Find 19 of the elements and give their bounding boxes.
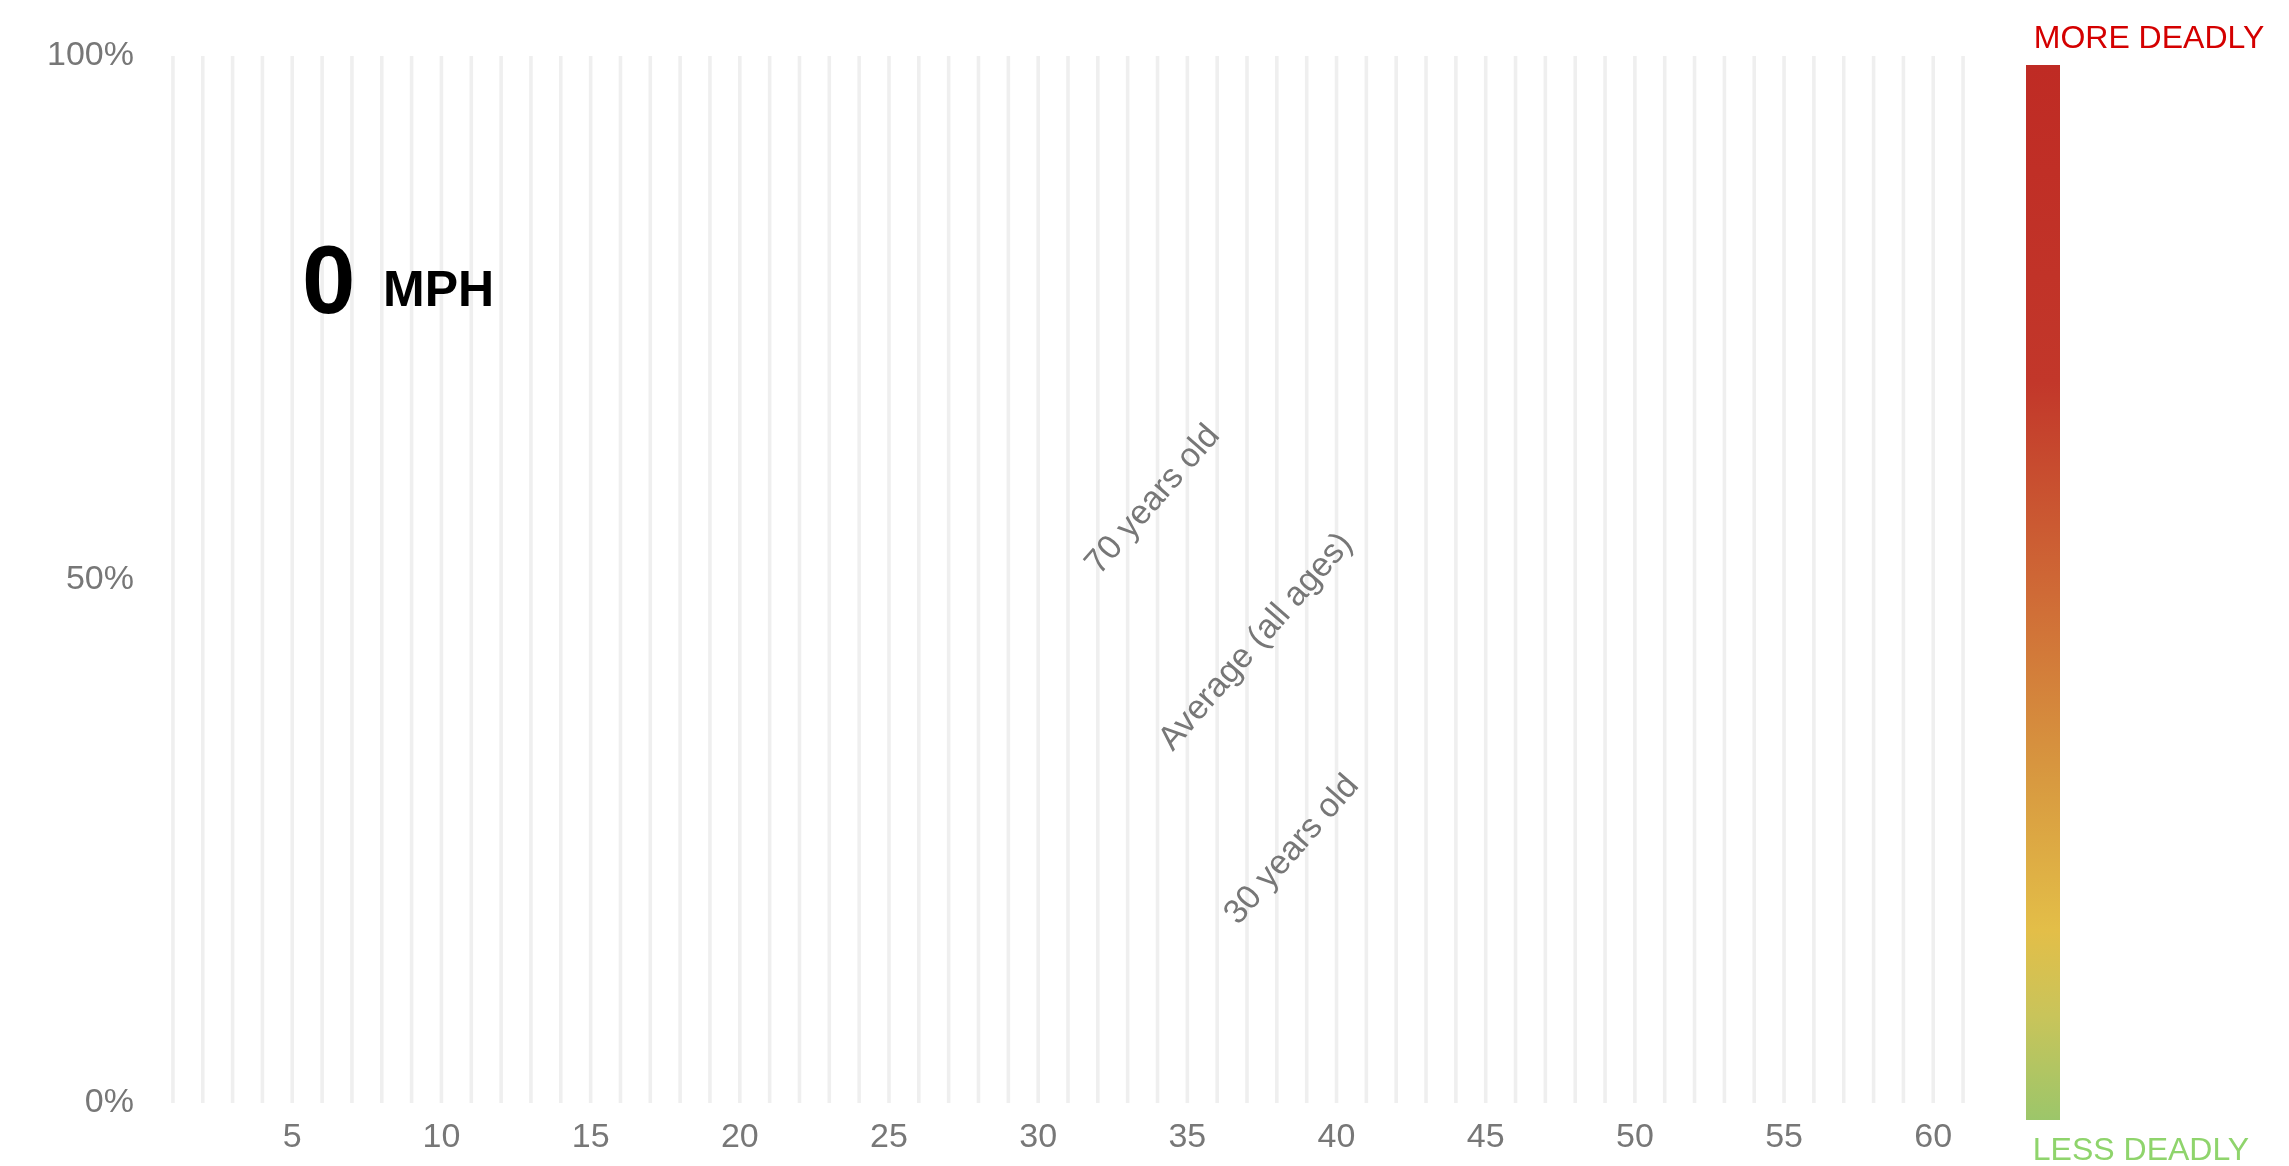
y-tick-label: 0%: [84, 1081, 134, 1120]
x-tick-label: 20: [720, 1115, 759, 1154]
y-tick-label: 50%: [65, 557, 134, 596]
annotation: MPH: [383, 261, 495, 317]
annotation: 0: [302, 226, 356, 333]
x-tick-label: 50: [1615, 1115, 1654, 1154]
x-tick-label: 55: [1765, 1115, 1803, 1154]
x-tick-label: 15: [571, 1115, 610, 1154]
text: LESS DEADLY: [2032, 1131, 2250, 1166]
x-tick-label: 45: [1466, 1115, 1505, 1154]
x-tick-label: 40: [1317, 1115, 1356, 1154]
y-tick-label: 100%: [47, 34, 134, 73]
x-tick-label: 10: [422, 1115, 461, 1154]
text: MORE DEADLY: [2033, 19, 2265, 55]
x-tick-label: 25: [870, 1115, 908, 1154]
x-tick-label: 35: [1168, 1115, 1207, 1154]
x-tick-label: 30: [1019, 1115, 1058, 1154]
x-tick-label: 60: [1914, 1115, 1953, 1154]
x-tick-label: 5: [282, 1115, 302, 1154]
